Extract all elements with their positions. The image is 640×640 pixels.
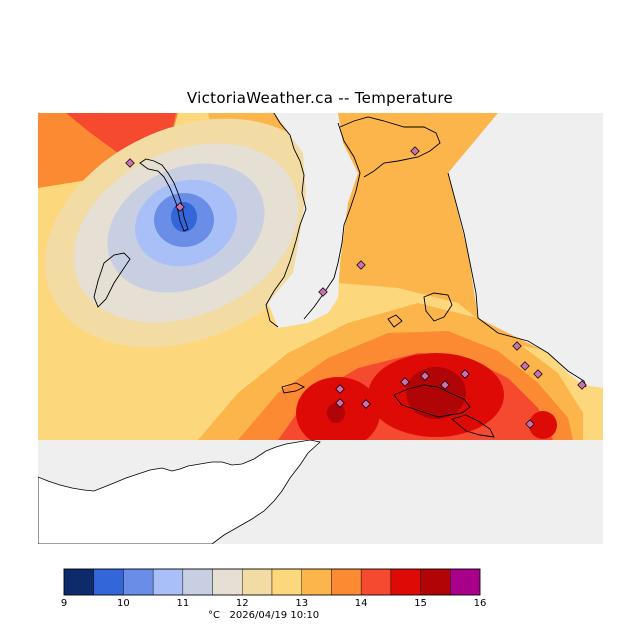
station-marker[interactable] — [420, 371, 430, 381]
coastline-island-mid — [423, 292, 453, 322]
station-marker[interactable] — [125, 158, 135, 168]
footer: °C 2026/04/19 10:10 — [208, 610, 319, 621]
station-marker[interactable] — [335, 384, 345, 394]
station-marker[interactable] — [577, 380, 587, 390]
timestamp: 2026/04/19 10:10 — [229, 610, 320, 621]
color-scale-tick-label: 13 — [295, 598, 309, 609]
unit-label: °C — [208, 610, 220, 621]
coastline-island-south — [451, 414, 495, 438]
color-scale-cell — [450, 568, 481, 596]
temperature-field — [38, 113, 603, 440]
coastline-island-long — [281, 382, 306, 394]
color-scale-cell — [152, 568, 184, 596]
coastline-saanich — [139, 158, 189, 232]
field-15-west — [327, 403, 345, 423]
color-scale-cell — [271, 568, 302, 596]
land-olympic-peninsula — [38, 439, 321, 544]
color-scale-cell — [182, 568, 213, 596]
coastline-island-small — [387, 314, 403, 328]
color-scale-cell — [212, 568, 243, 596]
coastlines — [93, 113, 587, 438]
temperature-map[interactable] — [38, 113, 603, 544]
coastline-north-peninsula — [339, 116, 441, 178]
no-data-strait — [268, 113, 358, 328]
color-scale-cell — [123, 568, 154, 596]
coastline-strait-west — [265, 113, 307, 328]
weather-stations[interactable] — [125, 146, 587, 429]
no-data-water-east — [448, 113, 603, 388]
station-marker[interactable] — [400, 377, 410, 387]
station-marker[interactable] — [361, 399, 371, 409]
station-marker[interactable] — [356, 260, 366, 270]
station-marker[interactable] — [460, 369, 470, 379]
color-scale-tick-label: 12 — [235, 598, 249, 609]
color-scale-tick-label: 11 — [176, 598, 190, 609]
color-scale-cell — [420, 568, 451, 596]
color-scale-cell — [390, 568, 421, 596]
field-15-east — [406, 367, 466, 419]
color-scale-tick-label: 16 — [473, 598, 487, 609]
color-scale-cell — [93, 568, 124, 596]
color-scale-cell — [242, 568, 273, 596]
color-scale-cells — [63, 568, 481, 596]
color-scale-tick-label: 14 — [354, 598, 368, 609]
color-scale-tick-label: 10 — [117, 598, 130, 609]
field-14-5-far-east — [529, 411, 557, 439]
color-scale-cell — [331, 568, 362, 596]
station-marker[interactable] — [440, 380, 450, 390]
color-scale-frame — [63, 568, 481, 596]
station-marker[interactable] — [410, 146, 420, 156]
station-marker[interactable] — [520, 361, 530, 371]
station-marker[interactable] — [525, 419, 535, 429]
color-scale-tick-label: 15 — [414, 598, 427, 609]
color-scale-cell — [301, 568, 332, 596]
coastline-gulf-islands — [393, 384, 471, 418]
station-marker[interactable] — [175, 202, 185, 212]
station-marker[interactable] — [533, 369, 543, 379]
coastline-east-shore — [447, 172, 587, 388]
map-title: VictoriaWeather.ca -- Temperature — [186, 89, 454, 107]
station-marker[interactable] — [318, 287, 328, 297]
station-marker[interactable] — [512, 341, 522, 351]
color-scale-cell — [360, 568, 392, 596]
coastline-island-west — [93, 252, 131, 308]
station-marker[interactable] — [335, 398, 345, 408]
color-scale-tick-label: 9 — [60, 598, 68, 609]
color-scale-cell — [63, 568, 94, 596]
